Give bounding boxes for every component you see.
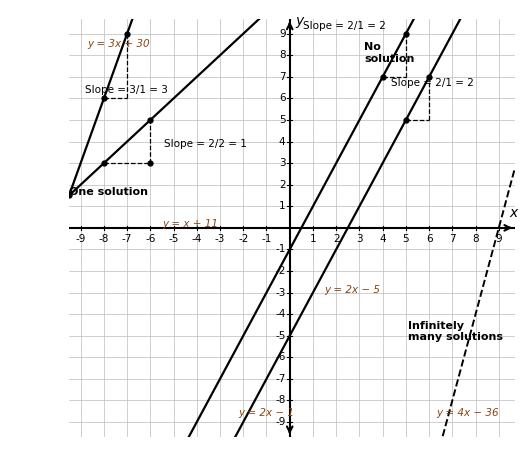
Text: -7: -7: [122, 234, 132, 244]
Text: -2: -2: [275, 266, 286, 276]
Text: y = 4x − 36: y = 4x − 36: [436, 408, 499, 418]
Text: -2: -2: [238, 234, 249, 244]
Text: 1: 1: [279, 201, 286, 211]
Text: y = x + 11: y = x + 11: [162, 219, 218, 228]
Text: -7: -7: [275, 374, 286, 384]
Text: -9: -9: [75, 234, 86, 244]
Text: 5: 5: [279, 115, 286, 125]
Text: -1: -1: [261, 234, 272, 244]
Text: -5: -5: [275, 331, 286, 341]
Text: -3: -3: [215, 234, 225, 244]
Text: -1: -1: [275, 245, 286, 254]
Text: -8: -8: [99, 234, 109, 244]
Text: y = 2x − 5: y = 2x − 5: [324, 286, 381, 295]
Text: Slope = 2/2 = 1: Slope = 2/2 = 1: [164, 139, 247, 149]
Text: y: y: [296, 14, 304, 28]
Text: One solution: One solution: [69, 187, 148, 197]
Text: y = 3x + 30: y = 3x + 30: [88, 40, 150, 49]
Text: -6: -6: [145, 234, 156, 244]
Text: x: x: [510, 206, 518, 220]
Text: Slope = 2/1 = 2: Slope = 2/1 = 2: [391, 78, 474, 88]
Text: 8: 8: [472, 234, 479, 244]
Text: -9: -9: [275, 417, 286, 427]
Text: Slope = 2/1 = 2: Slope = 2/1 = 2: [303, 21, 386, 31]
Text: 6: 6: [426, 234, 432, 244]
Text: 8: 8: [279, 50, 286, 60]
Text: -6: -6: [275, 352, 286, 362]
Text: 5: 5: [402, 234, 409, 244]
Text: 2: 2: [279, 179, 286, 190]
Text: 7: 7: [449, 234, 456, 244]
Text: -3: -3: [275, 287, 286, 298]
Text: 6: 6: [279, 93, 286, 103]
Text: 3: 3: [279, 158, 286, 168]
Text: -8: -8: [275, 395, 286, 405]
Text: -4: -4: [275, 309, 286, 319]
Text: 2: 2: [333, 234, 339, 244]
Text: 9: 9: [495, 234, 502, 244]
Text: 4: 4: [279, 137, 286, 146]
Text: 3: 3: [356, 234, 363, 244]
Text: Slope = 3/1 = 3: Slope = 3/1 = 3: [85, 85, 168, 95]
Text: Infinitely
many solutions: Infinitely many solutions: [408, 320, 503, 342]
Text: 9: 9: [279, 29, 286, 39]
Text: -5: -5: [168, 234, 179, 244]
Text: -4: -4: [192, 234, 202, 244]
Text: No
solution: No solution: [364, 42, 414, 64]
Text: 1: 1: [310, 234, 316, 244]
Text: 7: 7: [279, 72, 286, 82]
Text: 4: 4: [379, 234, 386, 244]
Text: y = 2x − 1: y = 2x − 1: [238, 408, 295, 418]
